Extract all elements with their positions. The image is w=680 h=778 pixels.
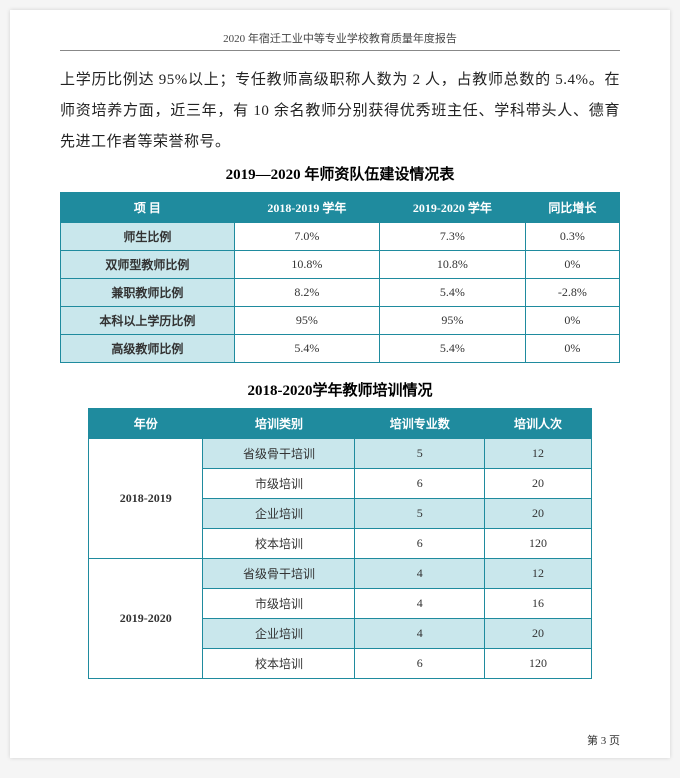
cell: 120 xyxy=(484,529,591,559)
cell: 6 xyxy=(355,529,485,559)
cell: 12 xyxy=(484,559,591,589)
table-row: 2019-2020 省级骨干培训 4 12 xyxy=(89,559,592,589)
cell: 7.3% xyxy=(380,223,526,251)
table-row: 高级教师比例 5.4% 5.4% 0% xyxy=(61,335,620,363)
cell: 5 xyxy=(355,499,485,529)
cell: 4 xyxy=(355,589,485,619)
cell: 95% xyxy=(234,307,380,335)
cell: 6 xyxy=(355,469,485,499)
cell: 0.3% xyxy=(525,223,619,251)
row-label: 高级教师比例 xyxy=(61,335,235,363)
cell: 120 xyxy=(484,649,591,679)
document-page: 2020 年宿迁工业中等专业学校教育质量年度报告 上学历比例达 95%以上；专任… xyxy=(10,10,670,758)
col-header: 项 目 xyxy=(61,193,235,223)
col-header: 培训人次 xyxy=(484,409,591,439)
col-header: 2018-2019 学年 xyxy=(234,193,380,223)
cell: 省级骨干培训 xyxy=(203,439,355,469)
table-header-row: 项 目 2018-2019 学年 2019-2020 学年 同比增长 xyxy=(61,193,620,223)
cell: 企业培训 xyxy=(203,619,355,649)
cell: 5.4% xyxy=(234,335,380,363)
table-faculty: 项 目 2018-2019 学年 2019-2020 学年 同比增长 师生比例 … xyxy=(60,192,620,363)
cell: 4 xyxy=(355,559,485,589)
cell: 5.4% xyxy=(380,279,526,307)
cell: 0% xyxy=(525,335,619,363)
cell: 企业培训 xyxy=(203,499,355,529)
cell: 20 xyxy=(484,619,591,649)
cell: 20 xyxy=(484,499,591,529)
cell: 95% xyxy=(380,307,526,335)
year-cell: 2019-2020 xyxy=(89,559,203,679)
table1-title: 2019—2020 年师资队伍建设情况表 xyxy=(60,163,620,184)
col-header: 培训专业数 xyxy=(355,409,485,439)
cell: 0% xyxy=(525,251,619,279)
year-cell: 2018-2019 xyxy=(89,439,203,559)
row-label: 双师型教师比例 xyxy=(61,251,235,279)
cell: 7.0% xyxy=(234,223,380,251)
table-row: 本科以上学历比例 95% 95% 0% xyxy=(61,307,620,335)
cell: 16 xyxy=(484,589,591,619)
cell: 市级培训 xyxy=(203,589,355,619)
cell: 4 xyxy=(355,619,485,649)
cell: -2.8% xyxy=(525,279,619,307)
col-header: 同比增长 xyxy=(525,193,619,223)
row-label: 本科以上学历比例 xyxy=(61,307,235,335)
body-paragraph: 上学历比例达 95%以上；专任教师高级职称人数为 2 人，占教师总数的 5.4%… xyxy=(60,65,620,157)
cell: 5.4% xyxy=(380,335,526,363)
cell: 校本培训 xyxy=(203,529,355,559)
table-row: 师生比例 7.0% 7.3% 0.3% xyxy=(61,223,620,251)
table-row: 2018-2019 省级骨干培训 5 12 xyxy=(89,439,592,469)
col-header: 2019-2020 学年 xyxy=(380,193,526,223)
page-footer: 第 3 页 xyxy=(587,732,620,748)
table-training: 年份 培训类别 培训专业数 培训人次 2018-2019 省级骨干培训 5 12… xyxy=(88,408,592,679)
cell: 12 xyxy=(484,439,591,469)
cell: 0% xyxy=(525,307,619,335)
table2-title: 2018-2020学年教师培训情况 xyxy=(60,379,620,400)
cell: 市级培训 xyxy=(203,469,355,499)
table-row: 兼职教师比例 8.2% 5.4% -2.8% xyxy=(61,279,620,307)
cell: 5 xyxy=(355,439,485,469)
row-label: 师生比例 xyxy=(61,223,235,251)
cell: 6 xyxy=(355,649,485,679)
cell: 校本培训 xyxy=(203,649,355,679)
row-label: 兼职教师比例 xyxy=(61,279,235,307)
page-header: 2020 年宿迁工业中等专业学校教育质量年度报告 xyxy=(60,30,620,51)
col-header: 培训类别 xyxy=(203,409,355,439)
cell: 8.2% xyxy=(234,279,380,307)
cell: 10.8% xyxy=(380,251,526,279)
cell: 20 xyxy=(484,469,591,499)
cell: 10.8% xyxy=(234,251,380,279)
table-header-row: 年份 培训类别 培训专业数 培训人次 xyxy=(89,409,592,439)
table-row: 双师型教师比例 10.8% 10.8% 0% xyxy=(61,251,620,279)
cell: 省级骨干培训 xyxy=(203,559,355,589)
col-header: 年份 xyxy=(89,409,203,439)
